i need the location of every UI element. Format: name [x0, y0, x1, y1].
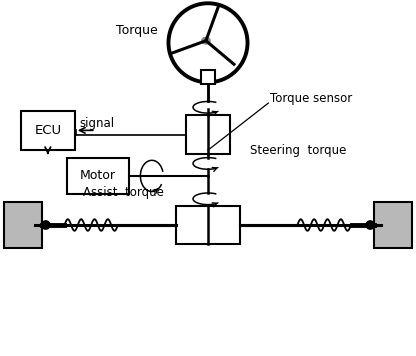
Text: Torque sensor: Torque sensor — [270, 91, 353, 105]
Text: Torque: Torque — [116, 24, 158, 37]
Bar — [21, 111, 75, 150]
Text: Motor: Motor — [80, 169, 116, 182]
Text: signal: signal — [79, 117, 114, 130]
Bar — [374, 202, 412, 248]
Ellipse shape — [202, 37, 210, 44]
Bar — [4, 202, 42, 248]
Bar — [186, 115, 230, 154]
Text: Steering  torque: Steering torque — [250, 145, 346, 157]
Text: ECU: ECU — [34, 124, 62, 137]
Circle shape — [366, 221, 374, 229]
Circle shape — [42, 221, 50, 229]
Bar — [176, 206, 240, 244]
Text: Assist  torque: Assist torque — [83, 186, 164, 199]
Bar — [201, 70, 215, 84]
Bar — [67, 158, 129, 194]
